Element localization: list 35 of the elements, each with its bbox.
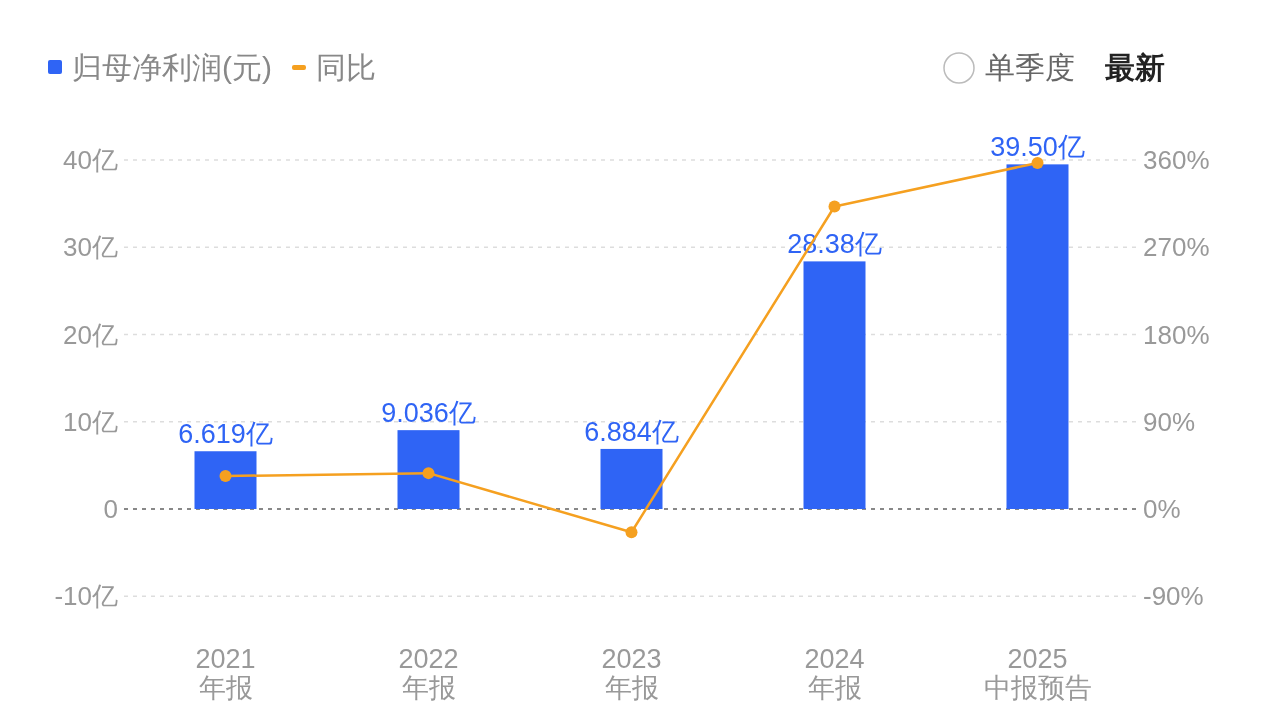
y-tick-label: 0 — [103, 494, 118, 524]
legend-label: 同比 — [315, 51, 376, 84]
x-tick-label: 2025 中报预告 — [983, 644, 1092, 703]
text: 单季度 — [985, 51, 1075, 84]
y-tick-label: 40亿 — [63, 145, 118, 175]
y-tick-label: 10亿 — [63, 406, 118, 437]
y-tick-label: -10亿 — [54, 581, 118, 612]
y-tick-label: 20亿 — [63, 319, 118, 350]
y2-tick-label: 0% — [1143, 494, 1181, 524]
x-tick-label: 2023 年报 — [601, 644, 662, 703]
x-tick-label: 2024 年报 — [804, 644, 865, 703]
data-label: 9.036亿 — [381, 398, 476, 429]
bar — [600, 448, 663, 509]
y2-tick-label: 270% — [1143, 232, 1210, 263]
bar — [194, 451, 257, 509]
bar — [803, 261, 866, 509]
data-label: 6.619亿 — [178, 419, 273, 450]
point — [625, 526, 638, 539]
text: 最新 — [1105, 51, 1165, 84]
point — [828, 200, 841, 213]
y-tick-label: 30亿 — [63, 232, 118, 263]
x-tick-label: 2022 年报 — [398, 644, 459, 703]
point — [1031, 156, 1044, 169]
y2-tick-label: 360% — [1143, 145, 1210, 175]
y2-tick-label: 180% — [1143, 319, 1210, 350]
bar — [397, 430, 460, 509]
data-label: 6.884亿 — [584, 416, 679, 447]
bar — [1006, 164, 1069, 509]
point — [219, 470, 232, 483]
x-tick-label: 2021 年报 — [195, 644, 256, 703]
point — [422, 467, 435, 480]
data-label: 39.50亿 — [990, 132, 1085, 163]
y2-tick-label: -90% — [1143, 581, 1204, 612]
legend-label: 归母净利润(元) — [72, 51, 272, 84]
y2-tick-label: 90% — [1143, 406, 1196, 437]
